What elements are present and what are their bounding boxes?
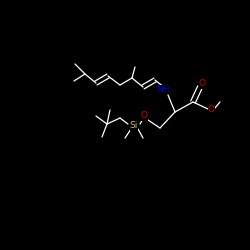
Text: O: O: [140, 112, 147, 120]
Text: O: O: [208, 106, 214, 114]
Text: O: O: [198, 80, 205, 88]
Text: NH: NH: [156, 84, 170, 94]
Text: Si: Si: [130, 122, 138, 130]
